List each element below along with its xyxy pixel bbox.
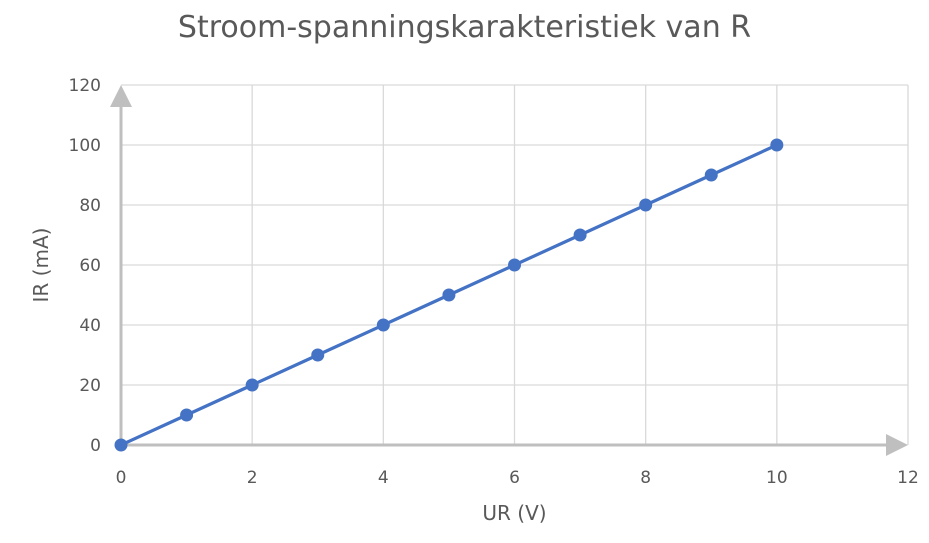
data-point xyxy=(704,168,718,182)
y-axis-arrow xyxy=(110,85,132,107)
data-series xyxy=(114,138,784,452)
y-tick-label: 60 xyxy=(79,256,101,276)
y-tick-label: 80 xyxy=(79,196,101,216)
x-tick-label: 4 xyxy=(378,468,389,488)
data-point xyxy=(245,378,259,392)
axes xyxy=(110,85,908,456)
x-tick-label: 8 xyxy=(640,468,651,488)
tick-labels: 0 20 40 60 80 100 120 0 2 4 6 8 10 12 xyxy=(69,76,919,488)
y-axis-label: IR (mA) xyxy=(29,228,53,303)
y-tick-label: 40 xyxy=(79,316,101,336)
data-point xyxy=(508,258,521,272)
x-tick-label: 10 xyxy=(766,468,788,488)
data-point xyxy=(180,408,194,422)
x-tick-label: 0 xyxy=(116,468,127,488)
data-point xyxy=(114,438,128,452)
x-tick-label: 12 xyxy=(897,468,919,488)
chart-title: Stroom-spanningskarakteristiek van R xyxy=(177,10,752,45)
x-axis-arrow xyxy=(886,434,908,456)
x-tick-label: 6 xyxy=(509,468,520,488)
x-tick-label: 2 xyxy=(247,468,258,488)
data-point xyxy=(639,198,653,212)
y-tick-label: 120 xyxy=(69,76,101,96)
data-point xyxy=(442,288,456,302)
data-point xyxy=(311,348,325,362)
data-point xyxy=(573,228,587,242)
y-tick-label: 100 xyxy=(69,136,101,156)
y-tick-label: 0 xyxy=(90,436,101,456)
x-axis-label: UR (V) xyxy=(482,501,546,525)
data-point xyxy=(376,318,390,332)
data-point xyxy=(770,138,784,152)
y-tick-label: 20 xyxy=(79,376,101,396)
